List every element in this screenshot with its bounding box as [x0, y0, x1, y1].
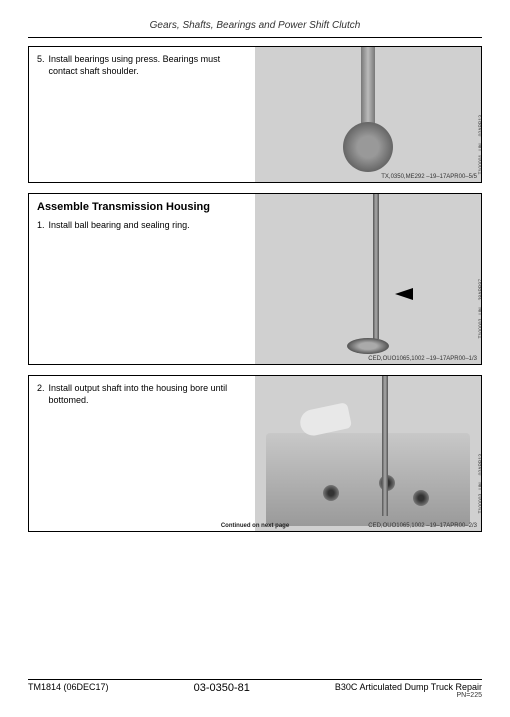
step-figure: T100003 –UN– –02APR13: [255, 376, 481, 531]
figure-caption: TX,0350,ME292 –19–17APR00–5/5: [381, 174, 477, 180]
step-text-col: 5. Install bearings using press. Bearing…: [29, 47, 255, 182]
step-instruction: Install bearings using press. Bearings m…: [49, 53, 247, 77]
figure-side-label: T100001 –UN– –02APR13: [478, 115, 481, 175]
step-text-col: Assemble Transmission Housing 1. Install…: [29, 194, 255, 364]
footer-manual-title: B30C Articulated Dump Truck Repair: [335, 682, 482, 692]
housing-shape: [266, 433, 469, 526]
step-figure: T100001 –UN– –02APR13: [255, 47, 481, 182]
step-instruction: Install output shaft into the housing bo…: [49, 382, 247, 406]
page-footer: TM1814 (06DEC17) 03-0350-81 B30C Articul…: [28, 679, 482, 699]
figure-side-label: T100002 –UN– –28APR97: [478, 279, 481, 339]
footer-left: TM1814 (06DEC17): [28, 682, 109, 692]
figure-side-label: T100003 –UN– –02APR13: [478, 454, 481, 514]
gear-shape: [343, 122, 393, 172]
step-text-col: 2. Install output shaft into the housing…: [29, 376, 255, 531]
footer-page-code: 03-0350-81: [194, 682, 250, 694]
figure-caption: CED,OUO1065,1002 –19–17APR00–2/3: [368, 523, 477, 529]
page-header-title: Gears, Shafts, Bearings and Power Shift …: [28, 20, 482, 31]
step-section-heading: Assemble Transmission Housing 1. Install…: [28, 193, 482, 365]
step-number: 5.: [37, 53, 45, 77]
step-instruction: Install ball bearing and sealing ring.: [49, 219, 247, 231]
figure-caption: CED,OUO1065,1002 –19–17APR00–1/3: [368, 356, 477, 362]
shaft-shape: [361, 47, 375, 128]
bore-shape: [323, 485, 339, 501]
continued-label: Continued on next page: [221, 523, 289, 529]
step-number: 2.: [37, 382, 45, 406]
step-section-5: 5. Install bearings using press. Bearing…: [28, 46, 482, 183]
arrow-icon: [395, 288, 413, 300]
rod-shape: [382, 376, 388, 516]
section-heading: Assemble Transmission Housing: [37, 200, 247, 215]
footer-page-number: PN=225: [335, 692, 482, 699]
rod-shape: [373, 194, 379, 339]
ring-shape: [347, 338, 389, 354]
step-number: 1.: [37, 219, 45, 231]
step-section-2: 2. Install output shaft into the housing…: [28, 375, 482, 532]
header-rule: [28, 37, 482, 38]
step-figure: T100002 –UN– –28APR97: [255, 194, 481, 364]
